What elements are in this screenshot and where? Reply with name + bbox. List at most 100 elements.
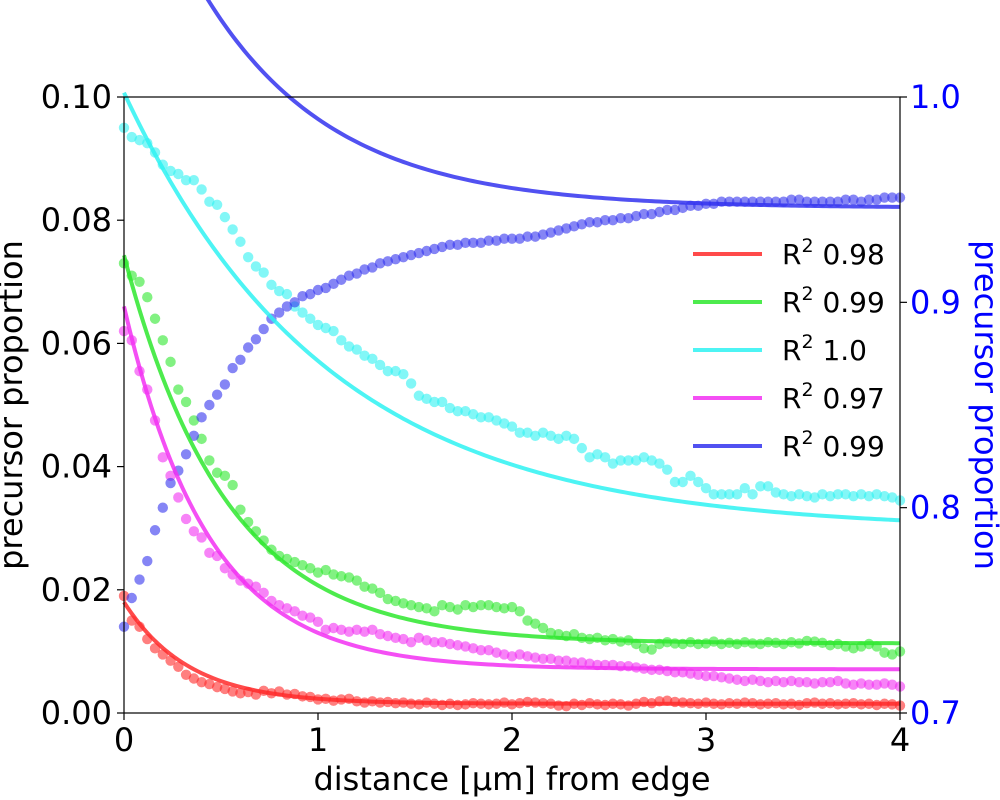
series-2-point: [367, 583, 378, 594]
series-3-point: [188, 174, 200, 186]
series-3-point: [731, 489, 743, 500]
left-y-tick-label: 0.02: [41, 571, 112, 609]
series-3-point: [662, 464, 673, 475]
series-2-point: [483, 600, 494, 611]
series-3-point: [770, 487, 782, 498]
series-3-point: [623, 455, 634, 466]
series-2-point: [382, 593, 394, 605]
series-5-point: [134, 574, 145, 585]
series-4-point: [499, 649, 510, 660]
left-y-tick-label: 0.10: [41, 78, 112, 116]
series-5-point: [584, 217, 595, 228]
series-3-point: [506, 421, 518, 432]
series-5-point: [180, 449, 192, 460]
series-5-point: [444, 239, 456, 251]
series-5-point: [157, 502, 168, 513]
x-tick-label: 3: [696, 721, 716, 759]
series-3-point: [879, 490, 890, 502]
series-3-point: [724, 489, 735, 500]
series-3-point: [281, 288, 293, 300]
left-y-tick-label: 0.06: [41, 324, 112, 362]
series-4-point: [188, 526, 200, 537]
series-2-point: [204, 455, 215, 466]
series-2-point: [537, 622, 549, 634]
series-4-point: [700, 670, 712, 682]
series-2-fit-line: [122, 254, 901, 646]
series-5-point: [336, 274, 347, 285]
series-3-point: [305, 313, 316, 324]
series-4-point: [553, 655, 564, 666]
series-4-point: [522, 651, 533, 662]
series-5-point: [460, 237, 471, 248]
series-3-point: [755, 481, 766, 492]
series-5-point: [219, 379, 231, 390]
series-3-point: [367, 353, 378, 364]
series-2-point: [351, 575, 362, 586]
series-4-point: [576, 657, 588, 668]
series-3-point: [863, 490, 875, 502]
series-2-point: [506, 601, 518, 613]
series-5-point: [242, 342, 254, 353]
series-3-point: [856, 489, 867, 500]
series-3-point: [871, 489, 882, 500]
series-5-point: [142, 555, 153, 567]
series-4-point: [405, 636, 417, 648]
series-4-point: [685, 668, 696, 679]
series-4-point: [374, 628, 386, 640]
series-5-point: [211, 389, 223, 400]
right-y-tick-label: 0.8: [910, 489, 961, 527]
series-3-point: [778, 489, 789, 500]
series-2-point: [173, 384, 184, 395]
series-2-point: [530, 618, 541, 629]
series-2-point: [374, 587, 386, 599]
series-3-point: [227, 224, 238, 235]
series-3-point: [576, 442, 588, 454]
series-4-point: [537, 653, 549, 664]
series-3-point: [824, 490, 836, 502]
series-4-point: [755, 675, 766, 687]
series-3-fit-line: [122, 91, 901, 523]
series-3-point: [452, 405, 463, 417]
series-3-point: [669, 476, 681, 488]
series-5-point: [126, 592, 137, 604]
series-3-point: [654, 458, 665, 469]
series-2-point: [305, 563, 316, 574]
series-5-point: [258, 323, 269, 335]
x-axis-ticks: 0 1 2 3 4: [114, 713, 910, 759]
series-5-point: [165, 477, 176, 489]
series-3-point: [840, 489, 851, 500]
series-3-point: [832, 489, 844, 500]
series-5-point: [599, 215, 611, 226]
series-4-point: [824, 677, 836, 688]
series-2-point: [460, 600, 471, 611]
series-2-point: [468, 601, 479, 613]
series-2-point: [452, 604, 463, 615]
series-3-point: [211, 199, 223, 210]
right-y-axis-label: precursor proportion: [967, 240, 1000, 570]
series-2-point: [165, 356, 176, 368]
series-4-point: [568, 657, 580, 668]
series-3-point: [196, 184, 207, 195]
series-2-point: [405, 600, 417, 611]
series-4-point: [173, 492, 184, 503]
series-2-point: [646, 644, 657, 655]
series-5-point: [522, 231, 533, 242]
series-2-point: [413, 601, 425, 613]
series-4-point: [351, 624, 362, 636]
series-2-point: [336, 571, 347, 582]
series-3-point: [235, 236, 246, 247]
scatter-points-layer: [118, 122, 906, 712]
series-2-point: [848, 643, 859, 654]
series-4-point: [724, 673, 735, 684]
series-4-point: [328, 622, 339, 634]
series-2-point: [157, 335, 168, 346]
series-2-point: [227, 479, 238, 491]
series-4-point: [871, 679, 882, 690]
legend-label-2: R2 0.99: [782, 283, 885, 319]
series-3-point: [258, 267, 269, 278]
series-4-point: [305, 612, 316, 623]
series-4-point: [514, 649, 525, 660]
series-2-point: [180, 396, 192, 408]
series-3-point: [700, 482, 712, 494]
